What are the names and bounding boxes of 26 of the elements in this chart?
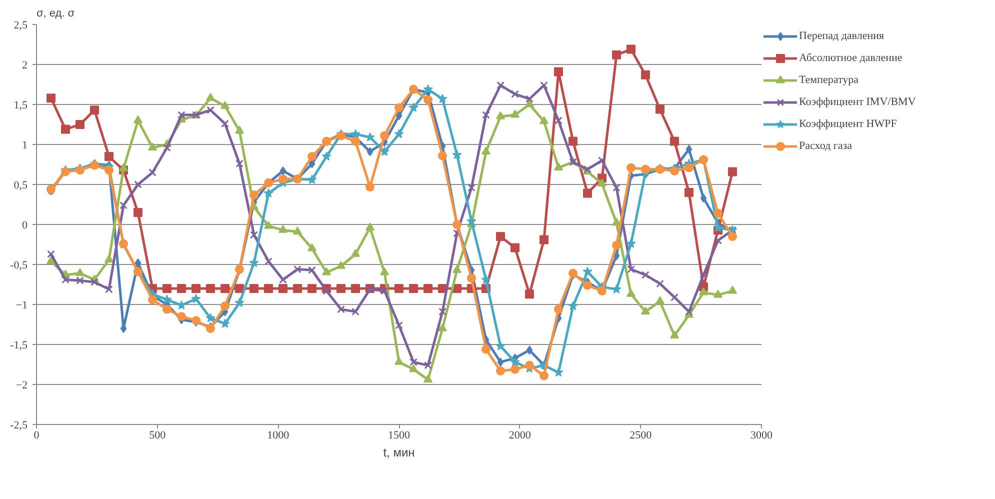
y-tick-label: −2 [16, 380, 28, 392]
x-tick-label: 500 [149, 430, 166, 442]
legend-label: Расход газа [799, 140, 852, 152]
y-tick-label: 2 [22, 60, 28, 72]
legend-label: Коэффициент IMV/BMV [799, 96, 916, 108]
x-axis-title: t, мин [383, 446, 415, 460]
x-tick-label: 2500 [630, 430, 652, 442]
legend-label: Перепад давления [799, 30, 884, 42]
y-tick-label: −1 [16, 300, 28, 312]
x-tick-label: 0 [34, 430, 40, 442]
x-tick-label: 1500 [388, 430, 410, 442]
x-tick-label: 3000 [750, 430, 773, 442]
y-tick-label: 0,5 [14, 180, 28, 192]
y-axis-title: σ, ед. σ [36, 8, 75, 20]
legend-label: Абсолютное давление [799, 52, 902, 64]
y-tick-label: 1 [22, 140, 28, 152]
y-tick-label: 2,5 [14, 20, 28, 32]
legend-label: Температура [799, 74, 859, 86]
y-tick-label: -1,5 [10, 340, 28, 352]
x-tick-label: 2000 [508, 430, 532, 442]
x-tick-label: 1000 [267, 430, 290, 442]
y-tick-label: 1,5 [14, 100, 28, 112]
y-tick-label: -2,5 [10, 420, 28, 432]
y-tick-label: -0,5 [10, 260, 28, 272]
y-tick-label: 0 [22, 220, 28, 232]
legend-label: Коэффициент HWPF [799, 118, 897, 130]
